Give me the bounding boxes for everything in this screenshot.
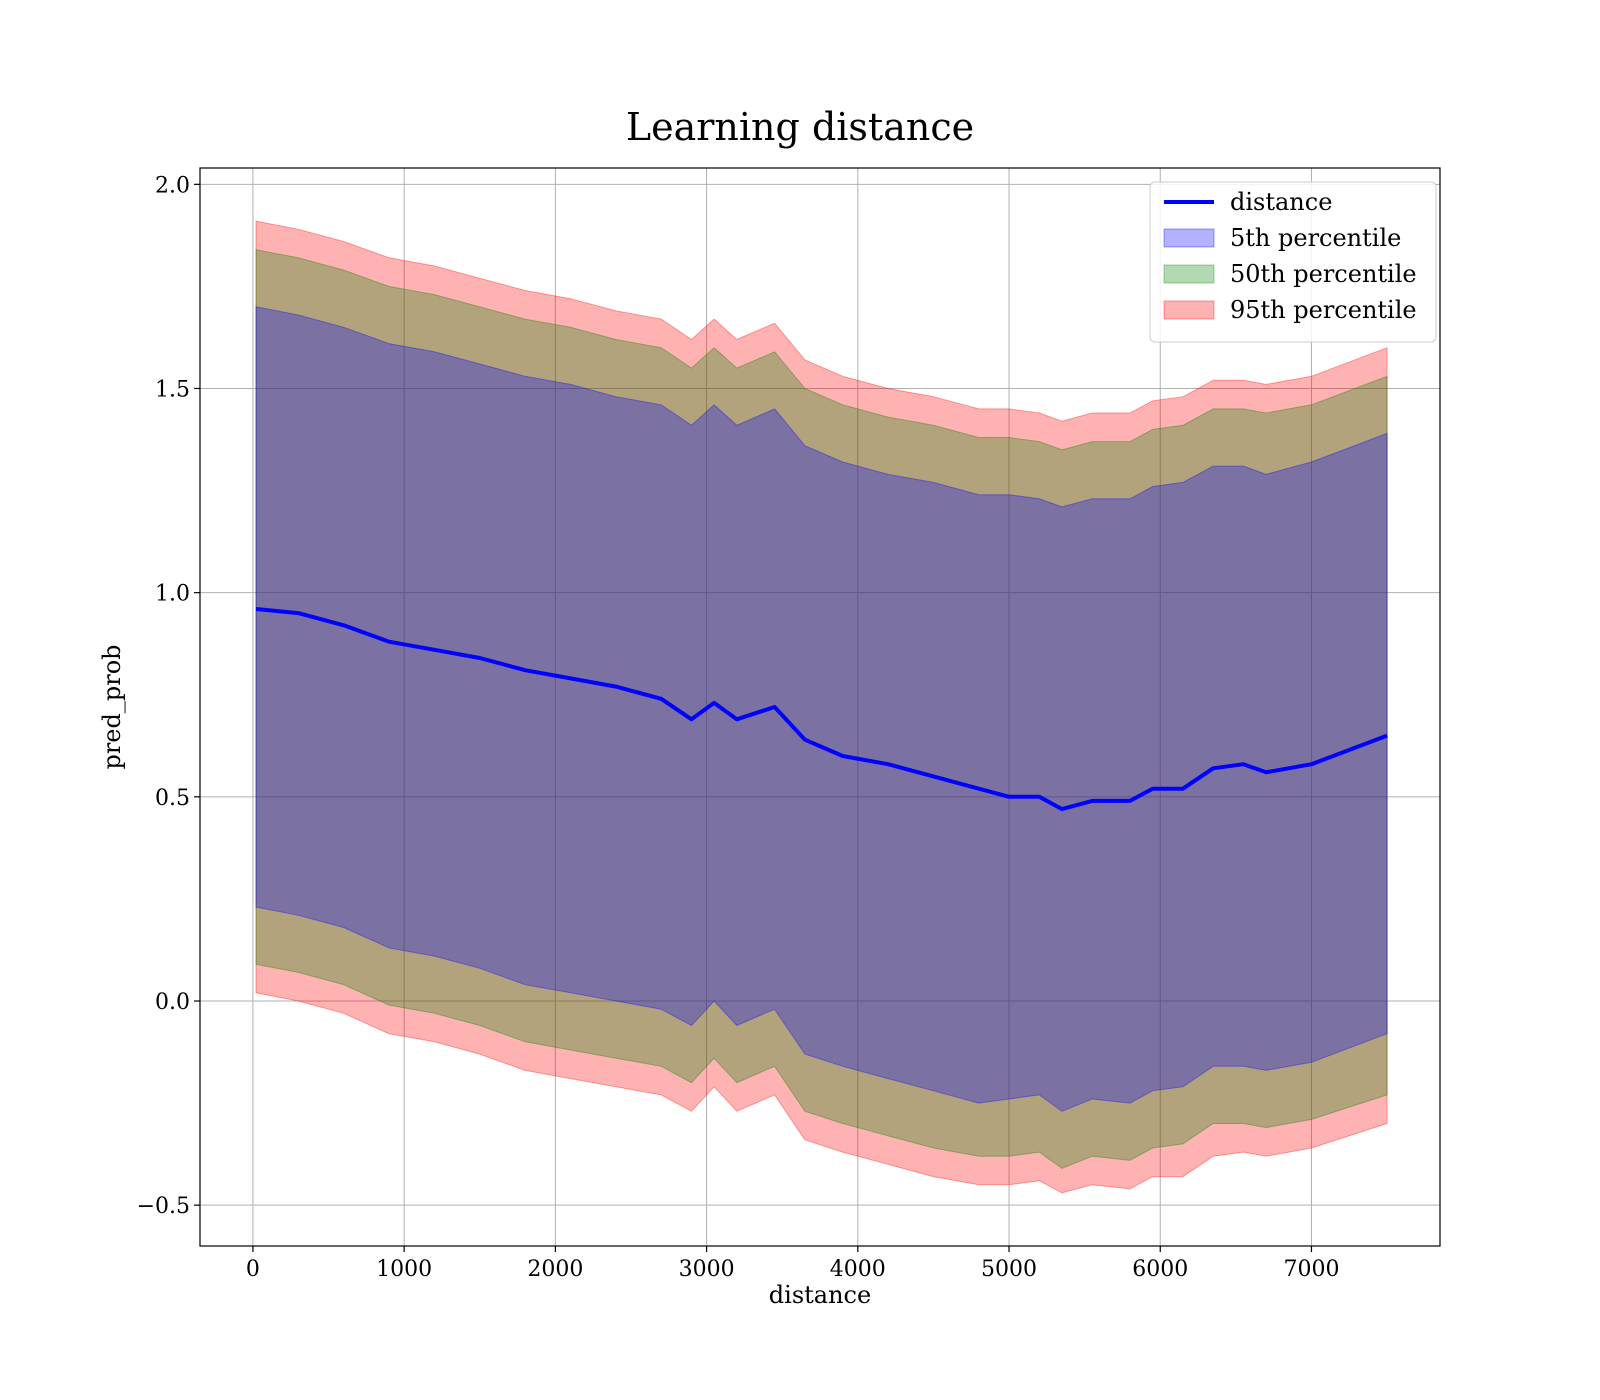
legend-label: 5th percentile — [1230, 224, 1401, 252]
y-tick-label: −0.5 — [137, 1194, 190, 1219]
band-50th-percentile — [255, 249, 1388, 1169]
plot-frame — [199, 167, 1441, 1247]
x-tick-label: 3000 — [679, 1257, 735, 1282]
legend-label: 50th percentile — [1230, 260, 1417, 288]
band-95th-percentile — [255, 220, 1388, 1194]
y-tick-label: 2.0 — [155, 173, 190, 198]
x-tick-label: 7000 — [1283, 1257, 1339, 1282]
y-tick-label: 1.5 — [155, 378, 190, 403]
x-tick-label: 1000 — [376, 1257, 432, 1282]
legend-swatch-band — [1163, 228, 1215, 248]
band-5th-percentile — [255, 306, 1388, 1112]
legend-label: 95th percentile — [1230, 296, 1417, 324]
legend-box — [1149, 181, 1437, 343]
legend-swatch-band — [1163, 300, 1215, 320]
x-tick-label: 0 — [246, 1257, 260, 1282]
legend: distance 5th percentile 50th percentile 95t… — [1149, 181, 1437, 343]
distance-line-layer — [255, 607, 1388, 812]
legend-swatch-band — [1163, 264, 1215, 284]
x-tick-label: 6000 — [1132, 1257, 1188, 1282]
grid — [200, 168, 1440, 1246]
y-axis-label: pred_prob — [98, 644, 126, 769]
y-tick-label: 0.0 — [155, 990, 190, 1015]
x-tick-label: 4000 — [830, 1257, 886, 1282]
x-tick-label: 2000 — [527, 1257, 583, 1282]
axis-ticks: 0 1000 2000 3000 4000 5000 6000 7000 −0.5 0.0 0.5 1… — [137, 173, 1340, 1282]
chart-title: Learning distance — [626, 105, 974, 149]
x-tick-label: 5000 — [981, 1257, 1037, 1282]
legend-label: distance — [1230, 188, 1332, 216]
x-axis-label: distance — [769, 1281, 871, 1309]
percentile-bands — [255, 220, 1388, 1194]
y-tick-label: 0.5 — [155, 786, 190, 811]
series-line-distance — [255, 607, 1388, 812]
y-tick-label: 1.0 — [155, 582, 190, 607]
